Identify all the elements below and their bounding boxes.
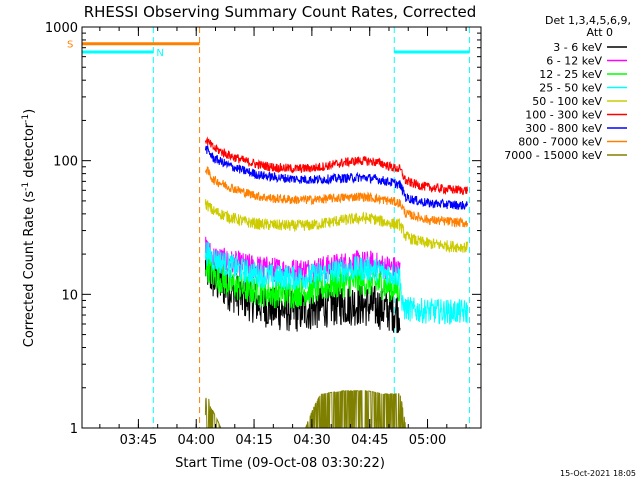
legend-entry-label: 12 - 25 keV (539, 68, 602, 81)
x-tick-label: 04:30 (293, 433, 330, 448)
y-axis: 1 10 100 1000 (45, 21, 481, 437)
x-axis-label: Start Time (09-Oct-08 03:30:22) (175, 456, 385, 471)
x-tick-label: 04:00 (177, 433, 214, 448)
x-tick-label: 04:15 (235, 433, 272, 448)
series-line (204, 241, 468, 325)
x-tick-label: 05:00 (409, 433, 446, 448)
series-line (204, 199, 468, 254)
y-axis-label: Corrected Count Rate (s-1 detector-1) (21, 109, 37, 347)
legend-header-line: Det 1,3,4,5,6,9, (545, 14, 631, 27)
y-axis-label-part: ) (22, 109, 37, 114)
legend-entry-label: 800 - 7000 keV (518, 136, 602, 149)
series-line (204, 166, 468, 228)
y-tick-label: 1000 (45, 21, 78, 36)
legend-entry-label: 3 - 6 keV (553, 41, 602, 54)
legend-entry-label: 50 - 100 keV (532, 95, 602, 108)
y-axis-label-sup: -1 (21, 114, 31, 123)
series-line (204, 246, 401, 334)
y-axis-label-part: detector (22, 122, 37, 182)
y-tick-label: 1 (70, 422, 78, 437)
y-axis-label-part: Corrected Count Rate (s (22, 191, 37, 348)
legend-entry-label: 300 - 800 keV (525, 122, 602, 135)
y-tick-label: 100 (53, 155, 78, 170)
series-line (204, 236, 401, 284)
footer-timestamp: 15-Oct-2021 18:05 (560, 469, 636, 478)
legend-entry-label: 100 - 300 keV (525, 109, 602, 122)
series-line (204, 136, 468, 196)
y-tick-label: 10 (61, 288, 78, 303)
x-axis: 03:45 04:00 04:15 04:30 04:45 05:00 (99, 27, 467, 448)
status-bar-label: S (67, 40, 73, 51)
plot-frame (81, 26, 482, 429)
legend-entry-label: 25 - 50 keV (539, 82, 602, 95)
chart-title: RHESSI Observing Summary Count Rates, Co… (84, 3, 477, 21)
status-bar-label: N (156, 48, 163, 59)
legend-entry-label: 7000 - 15000 keV (504, 149, 602, 162)
plot-area: SN (67, 27, 470, 429)
legend-entry-label: 6 - 12 keV (546, 55, 602, 68)
x-tick-label: 03:45 (120, 433, 157, 448)
series-line (204, 145, 468, 210)
legend-header-line: Att 0 (587, 26, 613, 39)
x-tick-label: 04:45 (351, 433, 388, 448)
y-axis-label-sup: -1 (21, 182, 31, 191)
series-line (204, 390, 468, 429)
